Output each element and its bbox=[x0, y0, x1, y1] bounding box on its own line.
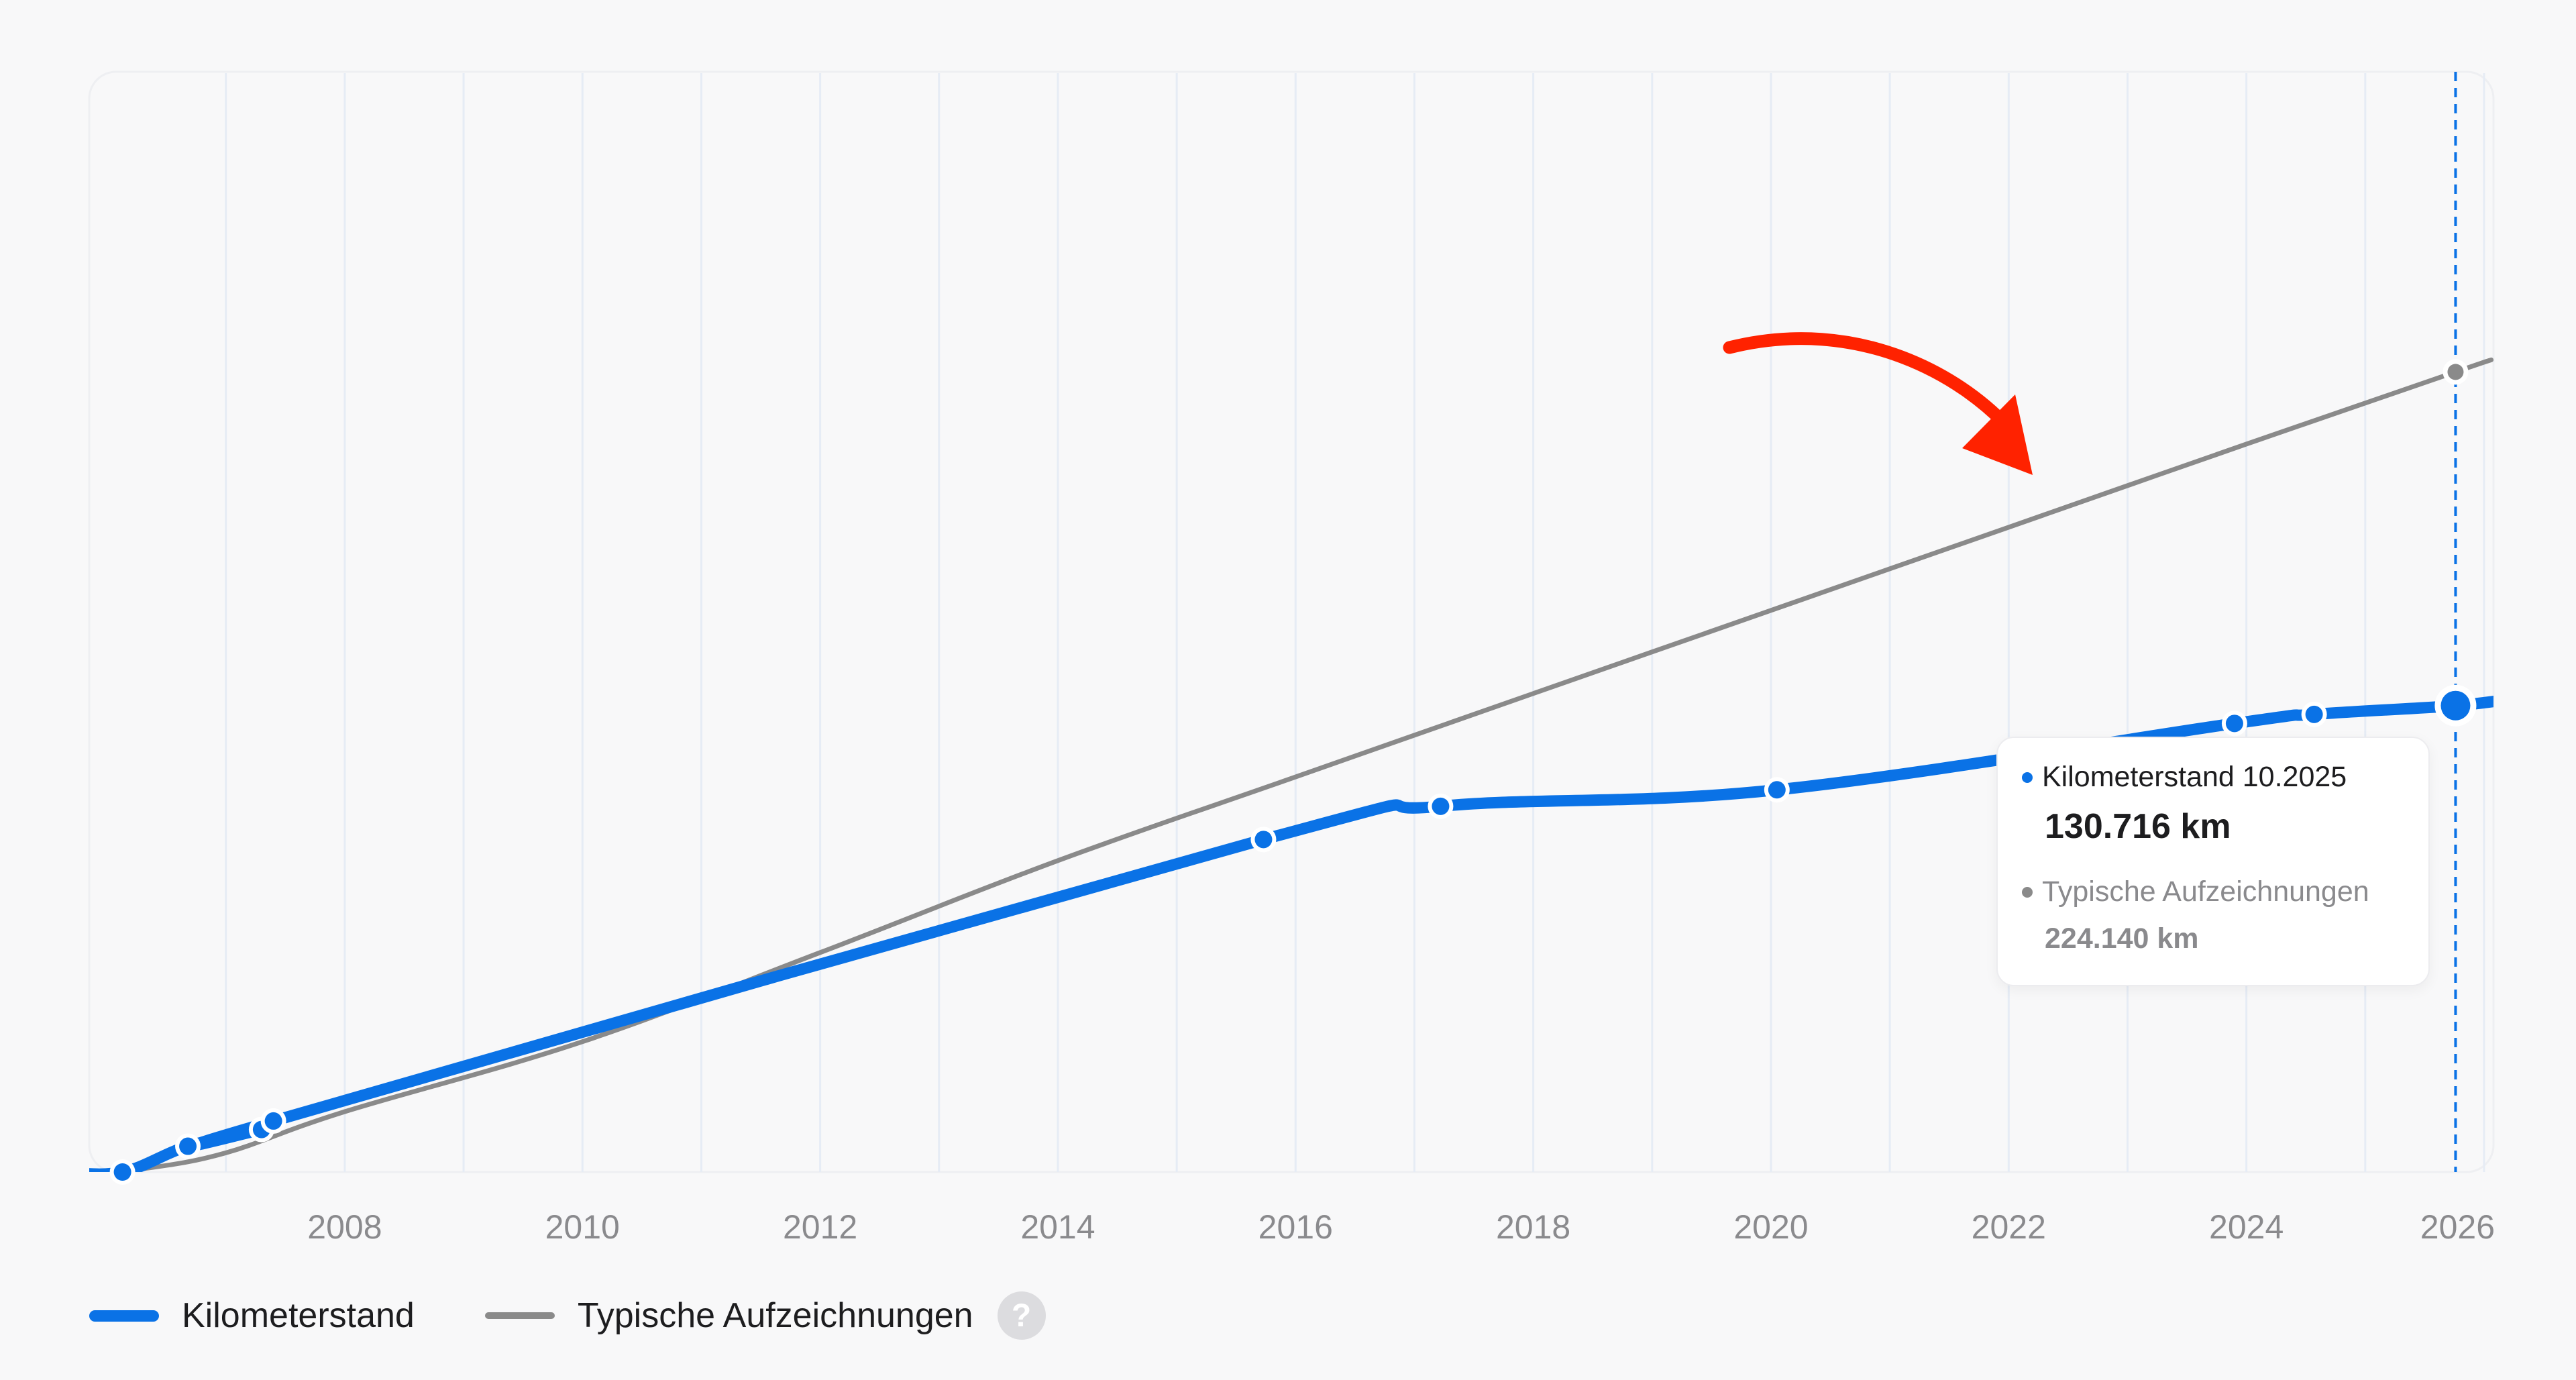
tooltip-secondary-row: Typische Aufzeichnungen bbox=[2022, 875, 2369, 908]
tooltip-primary-value-row: 130.716 km bbox=[2045, 806, 2231, 847]
annotation bbox=[1723, 332, 2033, 475]
data-point-mileage-core bbox=[113, 1163, 131, 1181]
tooltip-typical-dot bbox=[2022, 886, 2033, 898]
data-point-mileage-core bbox=[2225, 714, 2243, 733]
x-tick-label: 2012 bbox=[783, 1208, 857, 1246]
data-point-mileage-core bbox=[1254, 831, 1273, 849]
plot-area bbox=[88, 70, 2495, 1173]
x-tick-label: 2008 bbox=[307, 1208, 382, 1246]
annotation-arrow bbox=[1723, 332, 2023, 443]
legend-label-mileage: Kilometerstand bbox=[182, 1296, 415, 1335]
x-tick-label: 2014 bbox=[1020, 1208, 1095, 1246]
tooltip-mileage-value: 130.716 km bbox=[2045, 807, 2231, 846]
x-tick-label: 2024 bbox=[2209, 1208, 2284, 1246]
x-tick-label: 2018 bbox=[1496, 1208, 1570, 1246]
legend-swatch-typical bbox=[484, 1312, 555, 1319]
tooltip-secondary-value-row: 224.140 km bbox=[2045, 922, 2199, 955]
annotation-arrowhead bbox=[1962, 394, 2033, 475]
x-tick-label: 2026 bbox=[2420, 1208, 2495, 1246]
grid-lines bbox=[225, 73, 2485, 1172]
x-tick-label: 2020 bbox=[1733, 1208, 1808, 1246]
tooltip-date-label: Kilometerstand 10.2025 bbox=[2042, 761, 2347, 793]
x-tick-label: 2016 bbox=[1258, 1208, 1333, 1246]
data-markers bbox=[109, 359, 2477, 1185]
data-point-mileage-core bbox=[2305, 705, 2323, 723]
tooltip-typical-value: 224.140 km bbox=[2045, 922, 2199, 955]
legend: Kilometerstand Typische Aufzeichnungen ? bbox=[89, 1291, 1046, 1340]
tooltip: Kilometerstand 10.2025 130.716 km Typisc… bbox=[1996, 737, 2430, 986]
data-point-mileage-core bbox=[1432, 797, 1450, 815]
series-line-typical bbox=[89, 357, 2493, 1172]
tooltip-typical-label: Typische Aufzeichnungen bbox=[2042, 875, 2369, 908]
data-point-mileage-core bbox=[179, 1137, 197, 1155]
data-point-mileage-core bbox=[1768, 781, 1786, 799]
legend-swatch-mileage bbox=[89, 1310, 159, 1322]
tooltip-mileage-dot bbox=[2022, 772, 2033, 783]
legend-label-typical: Typische Aufzeichnungen bbox=[577, 1296, 973, 1335]
active-point-mileage-core bbox=[2440, 690, 2471, 721]
x-axis-ticks: 2008 2010 2012 2014 2016 2018 2020 2022 2024 2026 bbox=[307, 1208, 2495, 1246]
tooltip-primary-row: Kilometerstand 10.2025 bbox=[2022, 761, 2347, 794]
help-icon[interactable]: ? bbox=[997, 1291, 1046, 1340]
x-tick-label: 2010 bbox=[545, 1208, 620, 1246]
x-tick-label: 2022 bbox=[1972, 1208, 2046, 1246]
data-point-mileage-core bbox=[264, 1112, 282, 1130]
legend-item-mileage[interactable]: Kilometerstand bbox=[89, 1295, 415, 1336]
legend-item-typical[interactable]: Typische Aufzeichnungen ? bbox=[484, 1291, 1046, 1340]
active-point-typical-core bbox=[2447, 364, 2464, 380]
